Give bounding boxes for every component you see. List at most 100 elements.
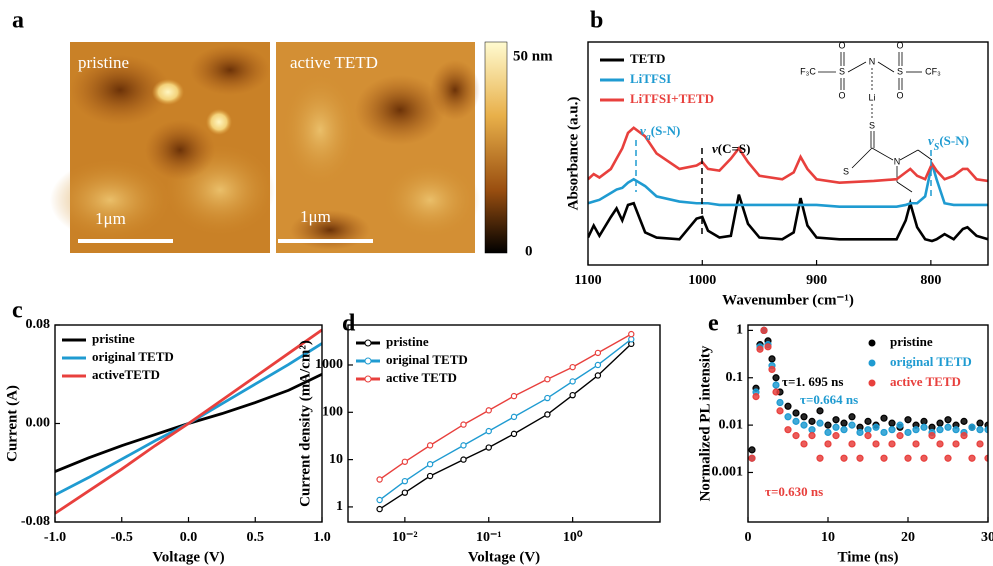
data-point <box>772 381 780 389</box>
data-point <box>904 428 912 437</box>
data-point <box>569 378 576 385</box>
y-tick-label: 0.1 <box>726 370 744 385</box>
data-point <box>401 458 409 465</box>
data-point <box>864 426 872 434</box>
data-point <box>840 426 848 434</box>
annotation-part: (C=S) <box>718 141 751 156</box>
data-point <box>800 421 808 429</box>
axes-frame <box>54 324 323 523</box>
data-point <box>426 472 434 480</box>
data-point <box>936 440 944 448</box>
data-point <box>816 454 824 462</box>
data-point <box>880 428 888 437</box>
x-tick-label: 20 <box>901 530 915 545</box>
afm-image: pristine 1μm <box>50 42 275 253</box>
series-line <box>588 194 988 243</box>
atom-label: S <box>869 120 875 130</box>
data-point <box>569 363 576 371</box>
data-point <box>984 454 988 462</box>
data-point <box>756 345 764 353</box>
plot-area <box>376 330 635 513</box>
data-point <box>856 454 864 462</box>
x-tick-label: 30 <box>981 530 993 545</box>
annotation-part: (S-N) <box>939 133 969 148</box>
afm-image: active TETD 1μm <box>276 42 480 253</box>
data-point <box>824 428 832 437</box>
annotation-part: a <box>646 132 651 143</box>
x-tick-label: 1.0 <box>313 530 331 545</box>
legend-label: LiTFSI+TETD <box>630 91 714 106</box>
data-point <box>832 416 840 424</box>
chart: 1100 1000 900 800 Wavenumber (cm⁻¹) Absorbanc… <box>565 41 989 308</box>
series-line <box>588 163 988 208</box>
plot-area <box>588 126 988 243</box>
data-point <box>904 454 912 462</box>
data-point <box>760 326 768 334</box>
data-point <box>888 426 896 434</box>
series-line <box>379 343 632 510</box>
series-line <box>379 338 632 501</box>
data-point <box>952 426 960 434</box>
data-point <box>776 398 784 407</box>
legend-label: pristine <box>386 334 429 349</box>
atom-label: Li <box>868 92 875 102</box>
data-point <box>772 374 780 382</box>
data-point <box>792 432 800 440</box>
data-point <box>968 454 976 462</box>
y-tick-label: 1000 <box>315 357 343 372</box>
data-point <box>594 361 602 369</box>
afm-label: active TETD <box>290 53 378 72</box>
data-point <box>401 477 409 485</box>
chart: -1.0 -0.5 0.0 0.5 1.0 -0.08 0.00 0.08 Voltage (V… <box>4 317 330 565</box>
y-tick-label: -0.08 <box>21 514 50 529</box>
annotation-part: S <box>934 142 940 153</box>
chart: 10⁻² 10⁻¹ 10⁰ 1 10 100 1000 Voltage (V) Current … <box>297 324 661 565</box>
y-axis-label: Current density (mA/cm²) <box>297 340 313 507</box>
axes-frame <box>587 41 989 266</box>
data-point <box>888 419 896 427</box>
atom-label: S <box>839 66 845 76</box>
legend-label: active TETD <box>386 370 457 385</box>
data-point <box>960 417 968 425</box>
data-point <box>896 432 904 440</box>
data-point <box>936 419 944 427</box>
data-point <box>628 336 635 343</box>
data-point <box>960 432 968 440</box>
scale-label: 1μm <box>95 209 126 228</box>
panel-label: b <box>590 8 603 34</box>
data-point <box>824 421 832 429</box>
data-point <box>816 419 824 427</box>
panel-label: e <box>708 311 719 337</box>
data-point <box>872 423 880 431</box>
data-point <box>800 413 808 421</box>
legend-label: activeTETD <box>92 367 160 382</box>
data-point <box>776 407 784 415</box>
x-tick-label: 1000 <box>688 273 716 288</box>
y-tick-label: 0.08 <box>26 317 51 332</box>
x-axis-label: Wavenumber (cm⁻¹) <box>722 292 854 308</box>
atom-label: N <box>894 156 901 166</box>
annotation: τ=0.664 ns <box>800 392 858 407</box>
data-point <box>840 454 848 462</box>
series-line <box>588 126 988 184</box>
data-point <box>848 440 856 448</box>
data-point <box>848 413 856 421</box>
data-point <box>864 417 872 425</box>
y-axis-label: Current (A) <box>4 385 20 462</box>
data-point <box>792 409 800 417</box>
data-point <box>808 432 816 440</box>
data-point <box>968 423 976 431</box>
legend-label: LiTFSI <box>630 71 671 86</box>
data-point <box>485 407 492 414</box>
x-tick-label: 10 <box>821 530 835 545</box>
colorbar-label: 50 nm <box>513 48 553 64</box>
afm-label: pristine <box>78 53 129 72</box>
x-tick-label: 0 <box>745 530 752 545</box>
x-tick-label: 1100 <box>574 273 601 288</box>
data-point <box>816 407 824 415</box>
data-point <box>376 476 383 483</box>
annotation-part: ν <box>712 141 718 156</box>
y-tick-label: 1 <box>736 323 743 338</box>
x-tick-label: 10⁻¹ <box>476 530 502 545</box>
x-tick-label: -1.0 <box>44 530 66 545</box>
